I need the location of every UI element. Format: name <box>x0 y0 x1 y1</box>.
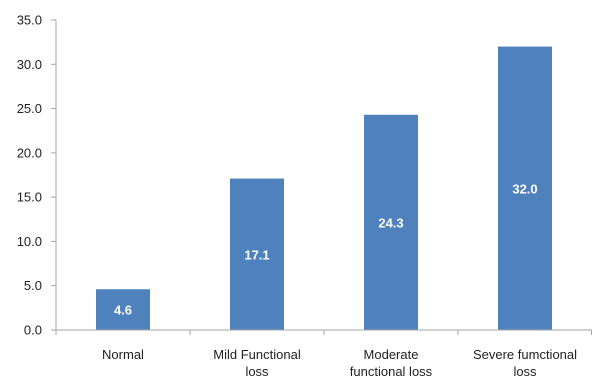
x-category-label: loss <box>513 364 537 379</box>
y-tick-label: 30.0 <box>17 57 42 72</box>
data-label: 4.6 <box>114 303 132 318</box>
bar <box>498 46 552 330</box>
data-labels: 4.6 17.1 24.3 32.0 <box>114 181 538 317</box>
y-tick-label: 5.0 <box>24 278 42 293</box>
data-label: 24.3 <box>378 215 403 230</box>
y-tick-label: 10.0 <box>17 234 42 249</box>
y-tick-label: 20.0 <box>17 145 42 160</box>
bar <box>364 114 418 331</box>
y-tick-label: 15.0 <box>17 190 42 205</box>
y-tick-label: 35.0 <box>17 13 42 28</box>
x-category-label: Normal <box>102 347 144 362</box>
bar-series <box>96 46 552 331</box>
x-axis: Normal Mild Functional loss Moderate functio… <box>55 329 592 379</box>
x-category-label: functional loss <box>350 364 433 379</box>
y-tick-label: 25.0 <box>17 101 42 116</box>
data-label: 32.0 <box>512 181 537 196</box>
x-category-label: Mild Functional <box>213 347 301 362</box>
x-category-label: loss <box>245 364 269 379</box>
y-axis: 0.0 5.0 10.0 15.0 20.0 25.0 30.0 35.0 <box>17 13 57 338</box>
data-label: 17.1 <box>244 247 269 262</box>
bar <box>230 178 284 330</box>
x-category-label: Moderate <box>364 347 419 362</box>
x-category-label: Severe fumctional <box>473 347 577 362</box>
bar <box>96 289 150 330</box>
y-tick-label: 0.0 <box>24 323 42 338</box>
